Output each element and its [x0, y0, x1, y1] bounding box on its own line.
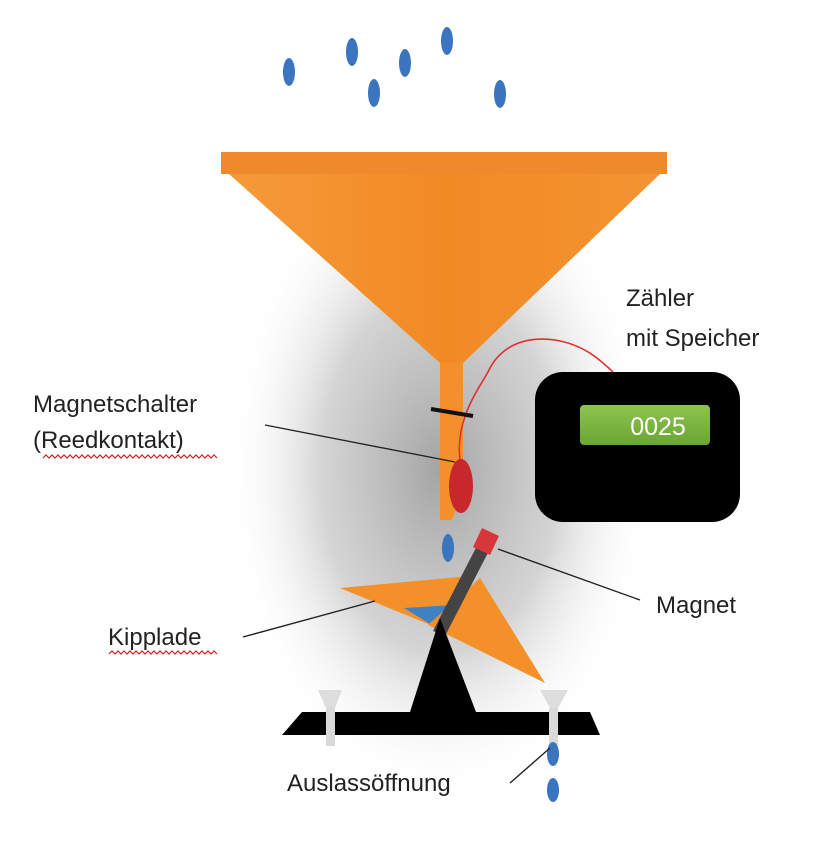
reed-mount-bar: [430, 407, 474, 418]
magnet-bar: [433, 540, 492, 636]
leader-lines: [242, 424, 641, 784]
signal-wire: [458, 338, 614, 461]
magnet-arm: [433, 528, 499, 636]
pivot-stand: [410, 618, 476, 712]
label-tipping-tray: Kipplade: [108, 624, 201, 651]
water-drop-icon: [442, 534, 454, 562]
base-plate: [282, 712, 600, 735]
water-drop-icon: [441, 27, 453, 55]
label-switch-line2: (Reedkontakt): [33, 427, 184, 454]
label-counter-line2: mit Speicher: [626, 325, 759, 352]
water-drop-icon: [346, 38, 358, 66]
label-magnet: Magnet: [656, 592, 736, 619]
funnel-rim: [221, 152, 667, 174]
outlet-tube-left: [326, 708, 335, 746]
outlet-funnel-right: [540, 690, 568, 708]
leader-line-tray: [242, 600, 376, 638]
spellcheck-squiggle: [108, 650, 218, 655]
reed-switch: [449, 459, 473, 513]
magnet: [473, 528, 499, 555]
label-switch-line1: Magnetschalter: [33, 391, 197, 418]
rain-drops: [283, 27, 506, 108]
outlet-tube-right: [549, 708, 558, 746]
funnel-cone: [229, 174, 660, 363]
water-drop-icon: [547, 742, 559, 766]
leader-line-outlet: [509, 747, 551, 784]
counter-value: 0025: [630, 413, 686, 441]
funnel: [221, 152, 667, 520]
water-drop-icon: [547, 778, 559, 802]
water-drop-icon: [399, 49, 411, 77]
counter-body: [535, 372, 740, 522]
water-drop-icon: [283, 58, 295, 86]
label-outlet: Auslassöffnung: [287, 770, 451, 797]
water-drop-icon: [368, 79, 380, 107]
leader-line-magnet: [497, 548, 641, 601]
outlet-funnel-left: [318, 690, 342, 708]
outlet-tubes: [318, 690, 568, 746]
spellcheck-squiggle: [42, 454, 218, 459]
label-counter-line1: Zähler: [626, 285, 694, 312]
water-drop-icon: [494, 80, 506, 108]
counter-display: [580, 405, 710, 445]
leader-line-reed-switch: [264, 424, 456, 463]
counter-device: 0025: [535, 372, 740, 522]
